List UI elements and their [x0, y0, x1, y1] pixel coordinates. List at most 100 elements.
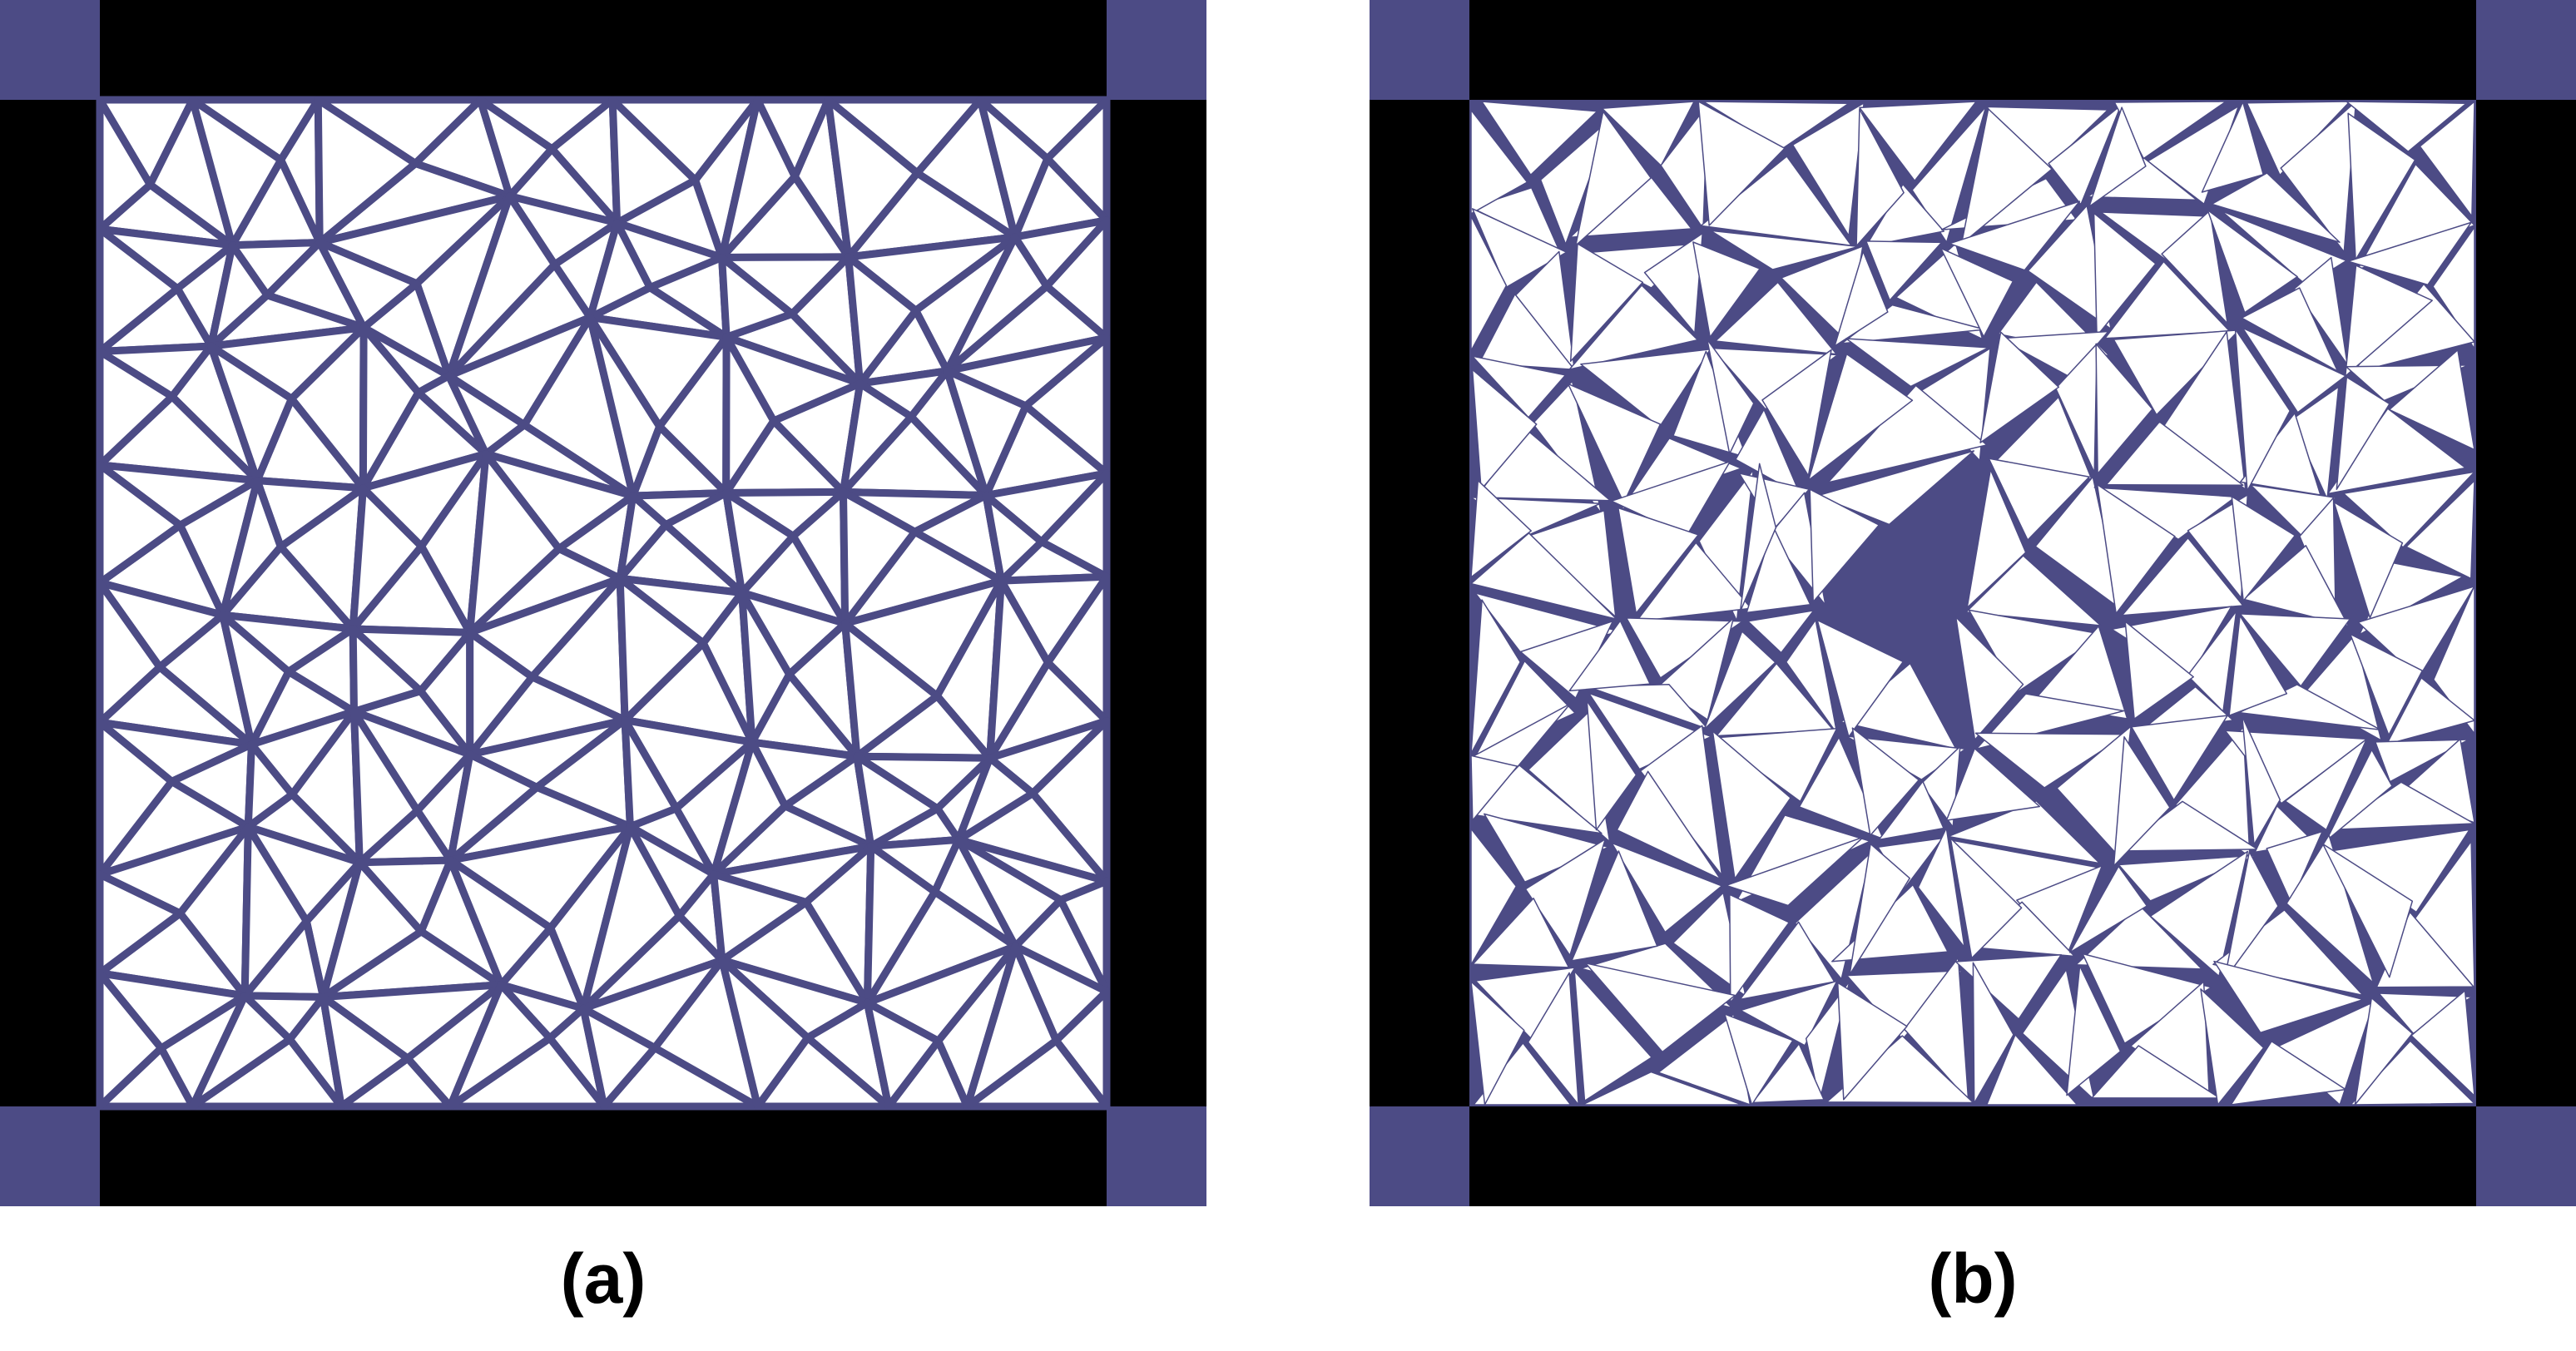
fragment-triangle: [2336, 376, 2390, 490]
fragment-triangle: [1761, 349, 1832, 477]
fragment-triangle: [1878, 780, 1944, 841]
fragment-triangle: [2345, 265, 2433, 377]
fragment-triangle: [1751, 1042, 1825, 1104]
fragment-triangle: [1569, 243, 1644, 363]
mesh-triangle: [718, 96, 799, 261]
mesh-triangle: [445, 192, 559, 380]
fragment-triangle: [2093, 212, 2157, 337]
fragment-triangle: [1740, 980, 1838, 1047]
fragment-triangle: [2201, 101, 2264, 193]
fragment-triangle: [2346, 101, 2468, 152]
fragment-triangle: [1968, 609, 2103, 694]
fragments: [1470, 101, 2475, 1106]
mesh-triangle: [476, 96, 556, 200]
corner-block: [2476, 0, 2576, 100]
mesh-triangle: [586, 219, 654, 321]
fragment-triangle: [1785, 619, 1838, 735]
fragment-triangle: [1571, 850, 1658, 962]
mesh-triangle: [976, 96, 1052, 241]
mesh-triangle: [579, 823, 683, 1012]
mesh-triangle: [96, 969, 166, 1111]
fragment-triangle: [1855, 108, 1905, 247]
fragment-triangle: [1746, 525, 1811, 614]
fragment-triangle: [1472, 898, 1570, 968]
mesh-triangle: [445, 372, 528, 458]
fragment-triangle: [2347, 112, 2416, 260]
fragment-triangle: [1703, 631, 1776, 730]
mesh-triangle: [240, 823, 310, 1000]
fragment-triangle: [2231, 496, 2296, 602]
mesh-diagram-a: [0, 0, 1206, 1206]
fragment-triangle: [1849, 843, 1910, 976]
mesh-triangle: [954, 835, 1065, 950]
fragment-triangle: [1794, 851, 1873, 980]
mesh-diagram-b: [1370, 0, 2576, 1206]
mesh-triangle: [718, 956, 812, 1111]
mesh-triangle: [621, 716, 681, 831]
fragment-triangle: [1816, 450, 1975, 526]
fragment-triangle: [1524, 838, 1607, 957]
fragment-triangle: [2113, 329, 2240, 416]
fragment-triangle: [2333, 501, 2404, 619]
fragment-triangle: [2113, 736, 2171, 867]
fragment-triangle: [2095, 343, 2153, 475]
fragment-triangle: [1601, 101, 1695, 166]
mesh-triangle: [943, 233, 1051, 375]
fragment-triangle: [1791, 102, 1865, 237]
fragment-triangle: [1586, 700, 1637, 831]
mesh-triangle: [722, 489, 797, 596]
fragment-triangle: [1470, 532, 1617, 620]
mesh-triangle: [466, 628, 536, 759]
mesh-triangle: [616, 574, 707, 725]
fragment-triangle: [1986, 1034, 2078, 1106]
mesh-triangle: [853, 752, 942, 850]
fragment-triangle: [2357, 586, 2475, 679]
fragment-triangle: [1966, 468, 2027, 609]
mesh-triangle: [616, 492, 670, 582]
fragment-triangle: [1697, 101, 1786, 226]
fragment-triangle: [1470, 599, 1521, 755]
fragment-triangle: [1478, 293, 1575, 371]
fragment-triangle: [1617, 507, 1699, 614]
fragment-triangle: [2200, 988, 2265, 1106]
corner-block: [1107, 1106, 1206, 1206]
fragment-triangle: [2121, 537, 2244, 616]
fragment-triangle: [1582, 1071, 1743, 1106]
fragment-triangle: [1710, 230, 1860, 270]
mesh-triangle: [863, 998, 943, 1111]
fragment-triangle: [1746, 610, 1815, 654]
fragment-triangle: [1527, 972, 1579, 1106]
fragment-triangle: [1836, 982, 1908, 1101]
mesh-triangle: [579, 1004, 659, 1111]
fragment-triangle: [2105, 421, 2244, 486]
fragment-triangle: [2104, 260, 2231, 339]
mesh-triangle: [96, 579, 164, 726]
mesh-triangle: [349, 484, 425, 633]
fragment-triangle: [1692, 241, 1761, 339]
fragment-triangle: [1979, 331, 2060, 443]
fragment-triangle: [1470, 828, 1518, 966]
fragment-triangle: [1471, 355, 1567, 418]
mesh-triangle: [207, 342, 295, 485]
fragment-triangle: [2286, 834, 2375, 984]
mesh-triangle: [840, 379, 915, 496]
fragment-triangle: [2242, 327, 2346, 413]
mesh-triangle: [244, 740, 296, 831]
fragment-triangle: [2325, 749, 2393, 842]
fragment-triangle: [2187, 610, 2237, 713]
mesh-triangle: [349, 625, 424, 715]
fragment-triangle: [1470, 755, 1518, 821]
fragment-triangle: [1724, 1013, 1794, 1106]
fragment-triangle: [1470, 981, 1525, 1106]
fragment-triangle: [1580, 349, 1712, 428]
fragment-triangle: [1809, 488, 1880, 603]
corner-block: [2476, 1106, 2576, 1206]
mesh-elements: [96, 96, 1111, 1111]
fragment-triangle: [1865, 240, 1943, 301]
corner-block: [1107, 0, 1206, 100]
fragment-triangle: [1949, 200, 2081, 271]
fragment-triangle: [1920, 745, 1961, 828]
corner-block: [1370, 1106, 1469, 1206]
mesh-triangle: [219, 477, 285, 619]
fragment-triangle: [1481, 101, 1598, 176]
